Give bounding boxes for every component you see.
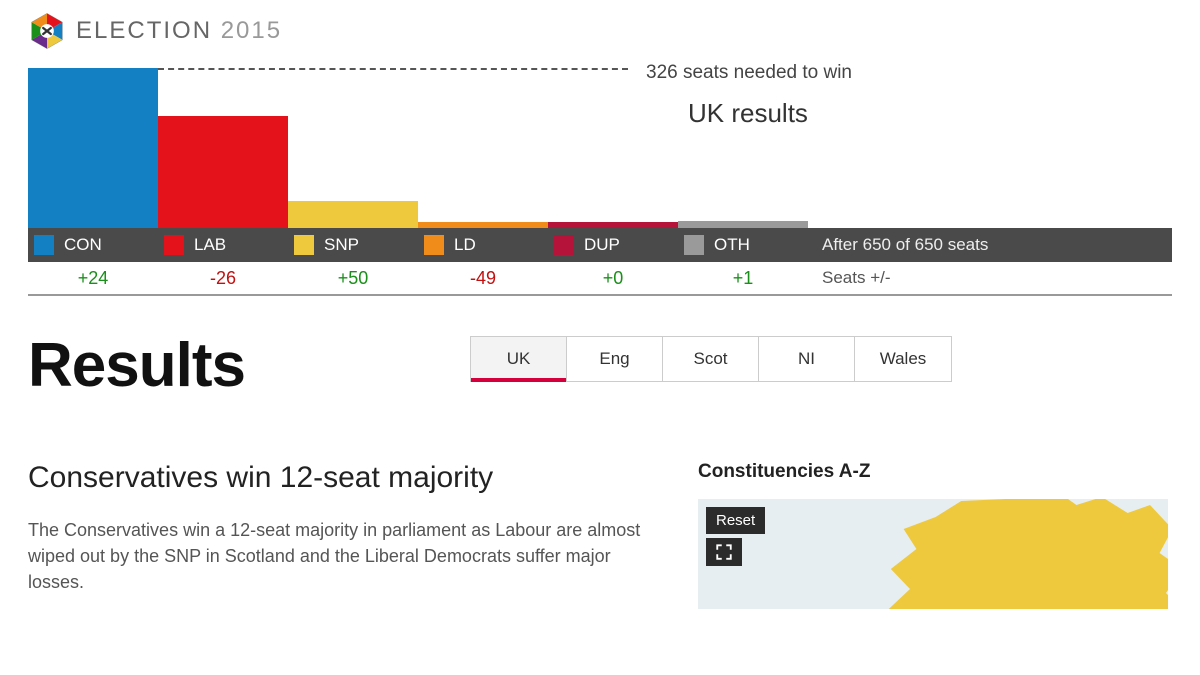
tab-eng[interactable]: Eng xyxy=(567,337,663,381)
tab-scot[interactable]: Scot xyxy=(663,337,759,381)
seat-change-row: +24-26+50-49+0+1Seats +/- xyxy=(28,262,1172,296)
swatch-icon xyxy=(554,235,574,255)
swatch-icon xyxy=(684,235,704,255)
change-oth: +1 xyxy=(678,268,808,289)
region-tabs: UKEngScotNIWales xyxy=(470,336,952,382)
results-heading: Results xyxy=(28,330,245,401)
change-ld: -49 xyxy=(418,268,548,289)
seats-bar-chart: 326 seats needed to win UK results CONLA… xyxy=(28,68,1172,296)
map-land xyxy=(878,499,1168,609)
legend-lab: LAB xyxy=(158,235,288,255)
legend-oth: OTH xyxy=(678,235,808,255)
brand-text: ELECTION 2015 xyxy=(76,17,282,45)
map[interactable]: Reset xyxy=(698,499,1168,609)
tab-ni[interactable]: NI xyxy=(759,337,855,381)
hex-logo-icon xyxy=(28,12,66,50)
tab-wales[interactable]: Wales xyxy=(855,337,951,381)
legend-label: CON xyxy=(64,235,102,255)
legend-label: LAB xyxy=(194,235,226,255)
legend-snp: SNP xyxy=(288,235,418,255)
map-reset-button[interactable]: Reset xyxy=(706,507,765,534)
legend-ld: LD xyxy=(418,235,548,255)
story-body: The Conservatives win a 12-seat majority… xyxy=(28,517,668,595)
change-con: +24 xyxy=(28,268,158,289)
bar-snp[interactable] xyxy=(288,201,418,228)
change-label: Seats +/- xyxy=(808,268,1172,288)
bar-oth[interactable] xyxy=(678,221,808,228)
tab-uk[interactable]: UK xyxy=(471,337,567,381)
change-dup: +0 xyxy=(548,268,678,289)
change-snp: +50 xyxy=(288,268,418,289)
swatch-icon xyxy=(424,235,444,255)
after-seats-label: After 650 of 650 seats xyxy=(808,235,1172,255)
swatch-icon xyxy=(164,235,184,255)
swatch-icon xyxy=(34,235,54,255)
story: Conservatives win 12-seat majority The C… xyxy=(28,461,668,609)
brand-word: ELECTION xyxy=(76,17,212,44)
legend-label: SNP xyxy=(324,235,359,255)
legend-con: CON xyxy=(28,235,158,255)
legend-label: DUP xyxy=(584,235,620,255)
brand-year: 2015 xyxy=(221,17,282,44)
legend-dup: DUP xyxy=(548,235,678,255)
bar-con[interactable] xyxy=(28,68,158,228)
change-lab: -26 xyxy=(158,268,288,289)
bar-ld[interactable] xyxy=(418,222,548,228)
bar-dup[interactable] xyxy=(548,222,678,228)
map-expand-button[interactable] xyxy=(706,538,742,566)
swatch-icon xyxy=(294,235,314,255)
header-logo: ELECTION 2015 xyxy=(28,12,1172,50)
constituency-panel: Constituencies A-Z Reset xyxy=(698,461,1168,609)
legend-label: LD xyxy=(454,235,476,255)
legend-label: OTH xyxy=(714,235,750,255)
constituency-heading: Constituencies A-Z xyxy=(698,461,1168,483)
legend-strip: CON LAB SNP LD DUP OTH After 650 of 650 seats xyxy=(28,228,1172,262)
story-headline: Conservatives win 12-seat majority xyxy=(28,461,668,495)
expand-icon xyxy=(715,543,733,561)
bar-lab[interactable] xyxy=(158,116,288,228)
